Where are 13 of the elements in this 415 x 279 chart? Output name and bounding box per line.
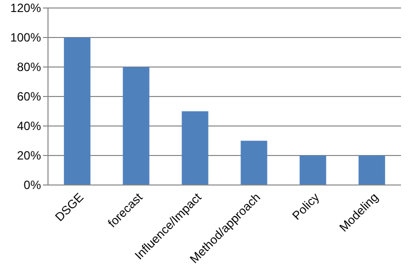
bar [358,156,386,185]
bar [122,67,150,185]
y-tick-label: 100% [10,30,42,45]
y-tick-label: 60% [16,90,42,104]
y-tick-label: 0% [24,178,42,192]
bar [182,111,208,185]
bar [240,140,268,185]
y-tick-label: 40% [16,119,42,134]
bar [64,38,90,185]
y-tick-label: 20% [16,148,42,163]
y-tick-label: 80% [16,60,42,74]
y-tick-label: 120% [10,1,42,16]
bar [300,156,326,185]
